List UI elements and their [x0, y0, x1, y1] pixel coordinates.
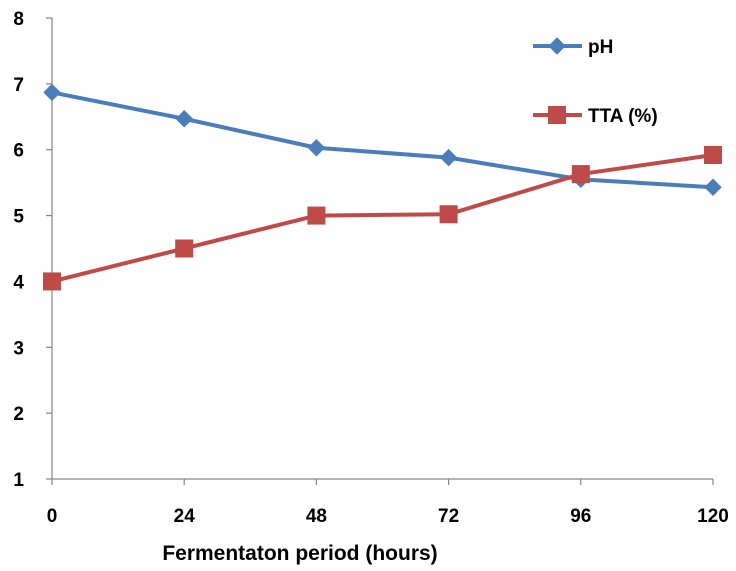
legend-item: TTA (%) — [533, 106, 658, 127]
legend-label: TTA (%) — [588, 106, 658, 127]
data-point — [175, 110, 193, 128]
data-point — [175, 239, 194, 258]
data-point — [43, 272, 61, 291]
x-tick-label: 96 — [570, 506, 591, 527]
y-tick-label: 8 — [13, 9, 24, 30]
data-point — [43, 83, 61, 102]
y-tick-label: 3 — [13, 338, 24, 359]
data-point — [571, 165, 590, 184]
legend-marker — [548, 37, 566, 55]
axes — [51, 18, 713, 480]
x-tick-label: 24 — [174, 506, 196, 527]
x-axis-title: Fermentaton period (hours) — [162, 542, 437, 565]
y-tick-label: 5 — [13, 207, 24, 228]
x-tick-label: 120 — [697, 506, 729, 527]
series-line — [51, 153, 714, 284]
legend-item: pH — [533, 37, 613, 58]
series-layer — [43, 83, 722, 291]
series-line — [51, 90, 714, 190]
y-axis-ticks: 1 2 3 4 5 6 7 8 — [13, 9, 52, 491]
y-tick-label: 2 — [13, 404, 24, 425]
series-ph — [43, 83, 722, 196]
y-tick-label: 7 — [13, 75, 24, 96]
y-tick-label: 6 — [13, 141, 24, 162]
x-tick-label: 48 — [306, 506, 327, 527]
y-tick-label: 1 — [13, 470, 24, 491]
data-point — [307, 139, 326, 157]
legend-marker — [548, 106, 566, 124]
y-tick-label: 4 — [13, 272, 24, 293]
x-tick-label: 0 — [47, 506, 58, 527]
data-point — [439, 148, 458, 167]
x-axis-ticks: 0 24 48 72 96 120 — [47, 479, 729, 527]
series-tta — [43, 145, 722, 291]
data-point — [307, 206, 326, 225]
data-point — [439, 205, 458, 224]
x-tick-label: 72 — [438, 506, 459, 527]
data-point — [704, 178, 722, 196]
data-point — [704, 145, 722, 164]
legend: pH TTA (%) — [533, 37, 658, 127]
legend-label: pH — [588, 37, 613, 58]
